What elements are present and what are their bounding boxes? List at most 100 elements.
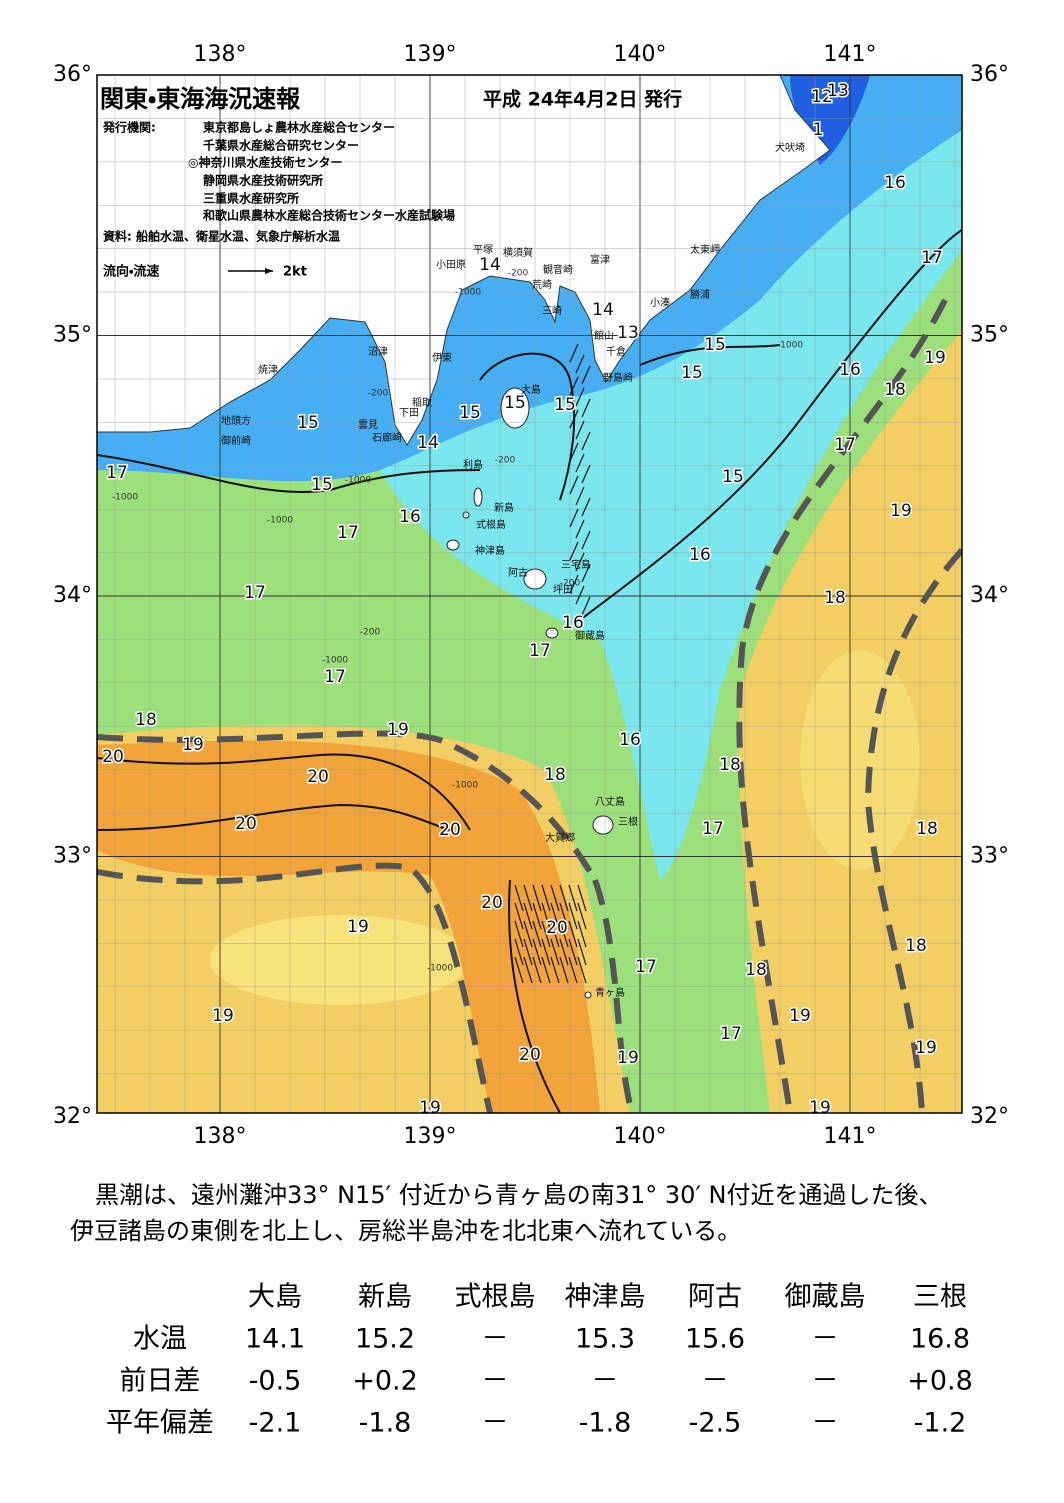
place-name: 下田: [399, 408, 419, 419]
temperature-label: 19: [924, 348, 946, 368]
lon-label: 141°: [824, 1124, 877, 1149]
temperature-label: 19: [212, 1006, 234, 1026]
temperature-label: 15: [554, 395, 576, 415]
isotherm: [479, 352, 576, 501]
table-cell: -2.5: [689, 1408, 742, 1439]
table-cell: -1.2: [914, 1408, 967, 1439]
depth-label: -1000: [427, 964, 453, 974]
lat-label: 32°: [53, 1104, 92, 1129]
place-name: 小田原: [436, 259, 466, 271]
depth-label: -200: [495, 456, 516, 466]
lon-label: 139°: [404, 1124, 457, 1149]
depth-label: -1000: [267, 516, 293, 526]
kuroshio-line: [97, 862, 493, 1113]
issue-date: 平成 24年4月2日 発行: [483, 88, 682, 111]
temperature-label: 20: [519, 1045, 541, 1065]
kuroshio-line: [864, 548, 962, 1113]
current-vector: [559, 938, 569, 966]
place-name: 三崎: [542, 304, 562, 317]
eddy: [672, 365, 728, 465]
depth-label: -1000: [345, 476, 371, 486]
temperature-label: 14: [417, 433, 439, 453]
current-vector: [581, 365, 591, 385]
lon-label: 140°: [614, 1124, 667, 1149]
place-name: 式根島: [476, 518, 506, 531]
current-vector: [581, 530, 591, 550]
temperature-label: 19: [419, 1098, 441, 1118]
temperature-label: 19: [387, 720, 409, 740]
table-cell: 15.3: [575, 1324, 635, 1355]
current-vector: [569, 343, 579, 363]
place-name: 野島崎: [603, 371, 633, 384]
current-vector: [577, 938, 587, 966]
table-cell: -1.8: [359, 1408, 412, 1439]
island: [592, 815, 614, 835]
current-vector: [569, 508, 579, 528]
temperature-label: 18: [824, 588, 846, 608]
current-vector: [577, 902, 587, 930]
legend-arrowhead: [265, 268, 273, 274]
lon-label: 138°: [194, 1124, 247, 1149]
issuer: 静岡県水産技術研究所: [203, 173, 323, 188]
temperature-label: 17: [834, 435, 856, 455]
kuroshio-line: [592, 878, 635, 1113]
current-vector: [569, 475, 579, 495]
table-cell: 15.6: [685, 1324, 745, 1355]
depth-label: -1000: [322, 656, 348, 666]
current-vector: [523, 902, 533, 930]
current-vector: [523, 956, 533, 984]
temperature-label: 17: [635, 957, 657, 977]
temperature-label: 14: [592, 300, 614, 320]
legend-label: 流向・流速: [103, 264, 159, 280]
temperature-label: 18: [745, 960, 767, 980]
isotherm: [97, 753, 471, 831]
temperature-label: 17: [244, 583, 266, 603]
place-name: 青ヶ島: [595, 986, 625, 999]
table-cell: －: [812, 1408, 839, 1439]
depth-label: -200: [360, 628, 381, 638]
table-cell: +0.8: [907, 1366, 973, 1397]
table-cell: +0.2: [352, 1366, 418, 1397]
current-vector: [569, 376, 579, 396]
temperature-label: 1: [813, 120, 824, 140]
place-name: 犬吠埼: [775, 141, 805, 154]
depth-label: -1000: [112, 493, 138, 503]
current-vector: [569, 541, 579, 561]
table-cell: 16.8: [910, 1324, 970, 1355]
row-header: 水温: [133, 1324, 187, 1355]
place-name: 太東岬: [690, 243, 720, 256]
temperature-label: 18: [905, 936, 927, 956]
place-name: 地頭方: [221, 414, 251, 427]
table-cell: －: [702, 1366, 729, 1397]
table-cell: －: [812, 1324, 839, 1355]
current-vector: [541, 920, 551, 948]
current-vector: [568, 956, 578, 984]
title: 関東・東海海況速報: [100, 85, 301, 113]
temperature-label: 18: [544, 765, 566, 785]
row-header: 前日差: [120, 1366, 201, 1397]
temperature-label: 17: [337, 523, 359, 543]
temperature-label: 20: [102, 747, 124, 767]
current-vector: [550, 920, 560, 948]
issuer-label: 発行機関:: [102, 120, 156, 135]
sea-orange: [97, 740, 600, 1113]
lat-label: 35°: [53, 323, 92, 348]
temperature-label: 16: [619, 730, 641, 750]
table-cell: －: [482, 1324, 509, 1355]
axis-labels: 138° 138° 139° 139° 140° 140° 141° 141° 36° 36° 35…: [53, 42, 1009, 1149]
table-cell: －: [592, 1366, 619, 1397]
table-cell: -1.8: [579, 1408, 632, 1439]
current-vector: [514, 884, 524, 912]
current-vector: [569, 409, 579, 429]
current-vector: [532, 956, 542, 984]
place-name: 八丈島: [595, 795, 625, 808]
place-name: 勝浦: [690, 288, 710, 301]
column-header: 大島: [248, 1282, 302, 1313]
current-vector: [575, 354, 585, 374]
depth-label: -1000: [455, 288, 481, 298]
place-name: 神津島: [475, 544, 505, 557]
